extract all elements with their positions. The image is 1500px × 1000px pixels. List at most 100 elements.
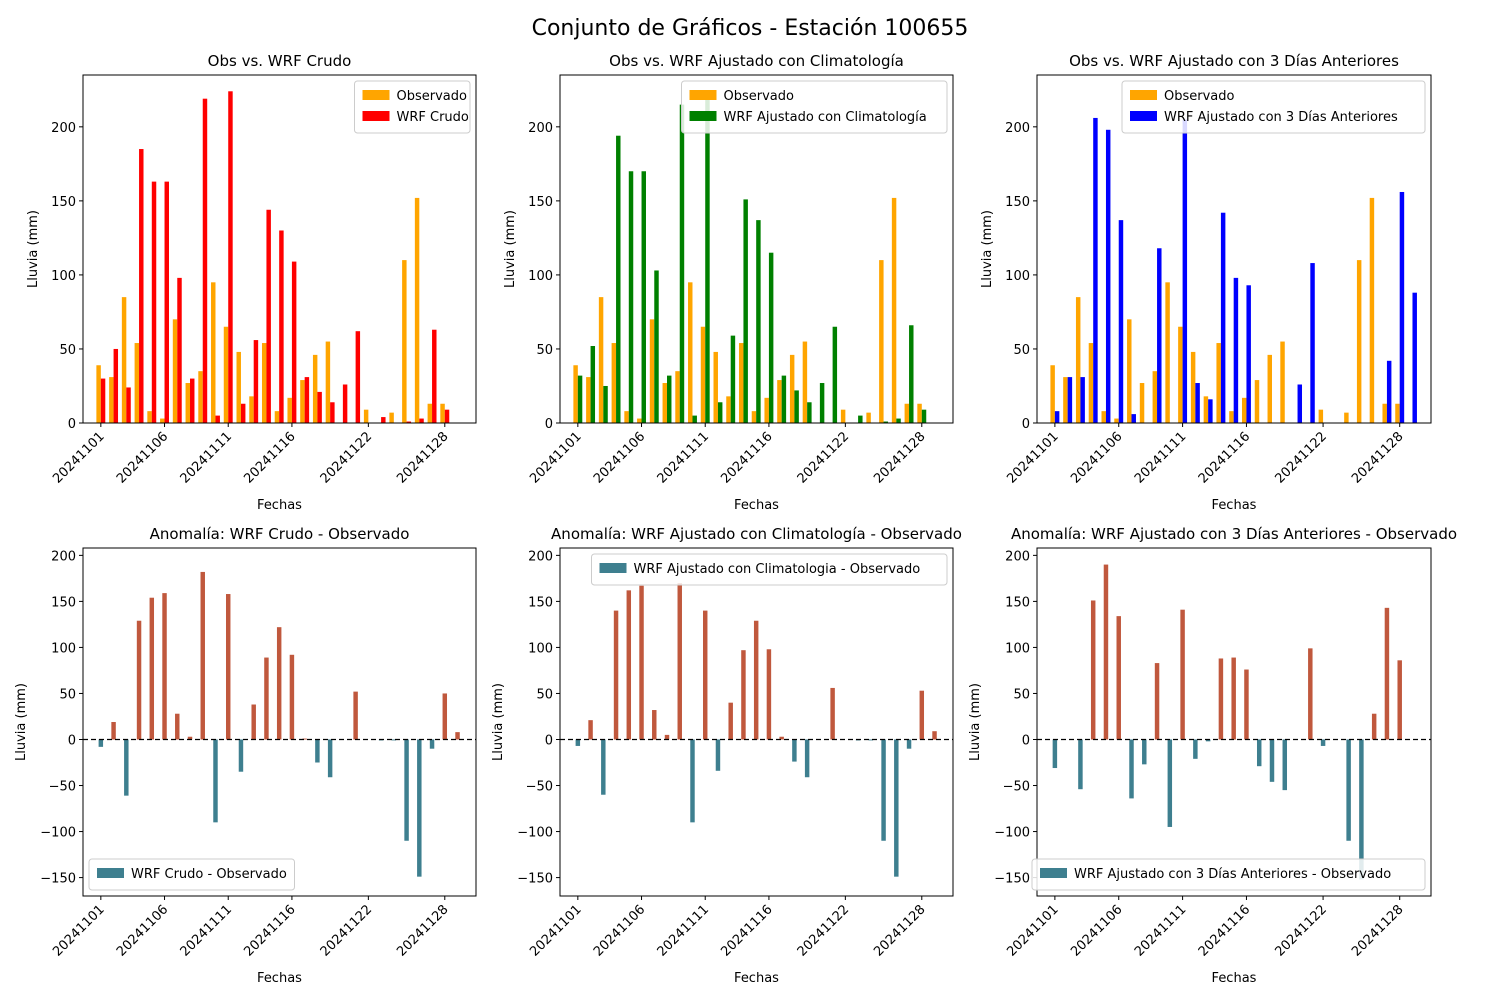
x-tick-label: 20241128 — [871, 902, 928, 959]
bar — [792, 739, 797, 762]
y-axis-label: Lluvia (mm) — [968, 683, 983, 761]
bar — [879, 260, 884, 423]
bar — [151, 181, 157, 423]
bar — [251, 704, 256, 740]
bar — [381, 417, 386, 423]
legend-label: WRF Ajustado con 3 Días Anteriores - Obs… — [1074, 867, 1391, 882]
x-tick-label: 20241111 — [178, 902, 235, 959]
x-tick-label: 20241128 — [1349, 429, 1406, 486]
bar — [1356, 260, 1362, 423]
bar — [355, 331, 361, 423]
bar — [1384, 607, 1390, 740]
bar — [819, 383, 825, 423]
bar — [432, 329, 437, 423]
bar — [891, 197, 897, 423]
x-axis-label: Fechas — [257, 498, 302, 513]
x-tick-label: 20241101 — [527, 429, 584, 486]
bar — [1103, 564, 1109, 740]
bar — [626, 590, 632, 740]
bar — [881, 739, 886, 841]
chart-anom_3d: Anomalía: WRF Ajustado con 3 Días Anteri… — [968, 525, 1457, 986]
bar — [1318, 409, 1324, 423]
x-tick-label: 20241116 — [241, 429, 298, 486]
bar — [279, 230, 284, 423]
y-tick-label: 100 — [528, 269, 553, 284]
bar — [654, 270, 659, 423]
y-tick-label: 150 — [528, 595, 553, 610]
x-tick-label: 20241106 — [591, 429, 648, 486]
bar — [717, 402, 723, 423]
bar — [147, 411, 152, 423]
y-axis-label: Lluvia (mm) — [26, 210, 41, 288]
legend: WRF Crudo - Observado — [88, 858, 295, 891]
legend-box — [681, 80, 948, 134]
bar — [304, 377, 310, 423]
bar — [713, 351, 718, 423]
y-tick-label: −100 — [517, 826, 553, 841]
legend-label: WRF Crudo - Observado — [131, 867, 287, 882]
bar — [327, 739, 333, 778]
bar — [705, 97, 710, 423]
bar — [109, 377, 114, 423]
bar — [442, 693, 448, 740]
bar — [1154, 663, 1160, 740]
bar — [274, 411, 280, 423]
bar — [830, 687, 835, 740]
x-tick-label: 20241101 — [50, 902, 107, 959]
y-tick-label: −100 — [994, 826, 1030, 841]
bar — [1193, 739, 1198, 759]
y-tick-label: 150 — [1005, 195, 1030, 210]
bar — [868, 739, 874, 741]
bar — [215, 415, 220, 423]
bar — [1180, 609, 1185, 740]
bar — [419, 418, 424, 423]
bar — [111, 722, 116, 740]
x-tick-label: 20241128 — [871, 429, 928, 486]
bar — [613, 610, 619, 740]
x-tick-label: 20241122 — [1273, 902, 1330, 959]
bar — [1205, 739, 1211, 742]
x-tick-label: 20241111 — [655, 902, 712, 959]
y-tick-label: 100 — [1005, 269, 1030, 284]
bar — [190, 378, 195, 423]
bar — [1382, 403, 1387, 423]
bar — [1359, 739, 1364, 880]
bar — [325, 341, 331, 423]
bar — [1129, 739, 1134, 799]
bar — [414, 197, 420, 423]
bar — [1395, 403, 1400, 423]
bar — [906, 739, 912, 749]
legend: Observado WRF Crudo — [354, 80, 471, 134]
legend-box — [591, 553, 948, 586]
legend-swatch — [362, 111, 390, 121]
x-tick-label: 20241122 — [1273, 429, 1330, 486]
bar — [675, 371, 680, 423]
legend-swatch — [362, 90, 390, 100]
bar — [1054, 411, 1060, 423]
bar — [616, 135, 621, 423]
y-tick-label: 50 — [536, 687, 553, 702]
bar — [1182, 119, 1188, 423]
x-tick-label: 20241116 — [241, 902, 298, 959]
bar — [185, 383, 191, 423]
x-tick-label: 20241111 — [1132, 902, 1189, 959]
bar — [389, 412, 394, 423]
bar — [1346, 739, 1351, 841]
chart-title: Anomalía: WRF Crudo - Observado — [150, 525, 410, 543]
legend-swatch — [689, 111, 717, 121]
bar — [213, 739, 218, 823]
bar — [637, 418, 642, 423]
bar — [175, 713, 180, 740]
legend: Observado WRF Ajustado con 3 Días Anterio… — [1121, 80, 1426, 134]
legend: Observado WRF Ajustado con Climatología — [681, 80, 948, 134]
bar — [391, 739, 397, 741]
bar — [611, 343, 617, 423]
x-tick-label: 20241101 — [1004, 429, 1061, 486]
legend-swatch — [1130, 111, 1157, 121]
bar — [894, 739, 899, 877]
bar — [1231, 657, 1236, 740]
bar — [807, 402, 812, 423]
bar — [236, 351, 241, 423]
y-tick-label: 0 — [68, 417, 76, 432]
